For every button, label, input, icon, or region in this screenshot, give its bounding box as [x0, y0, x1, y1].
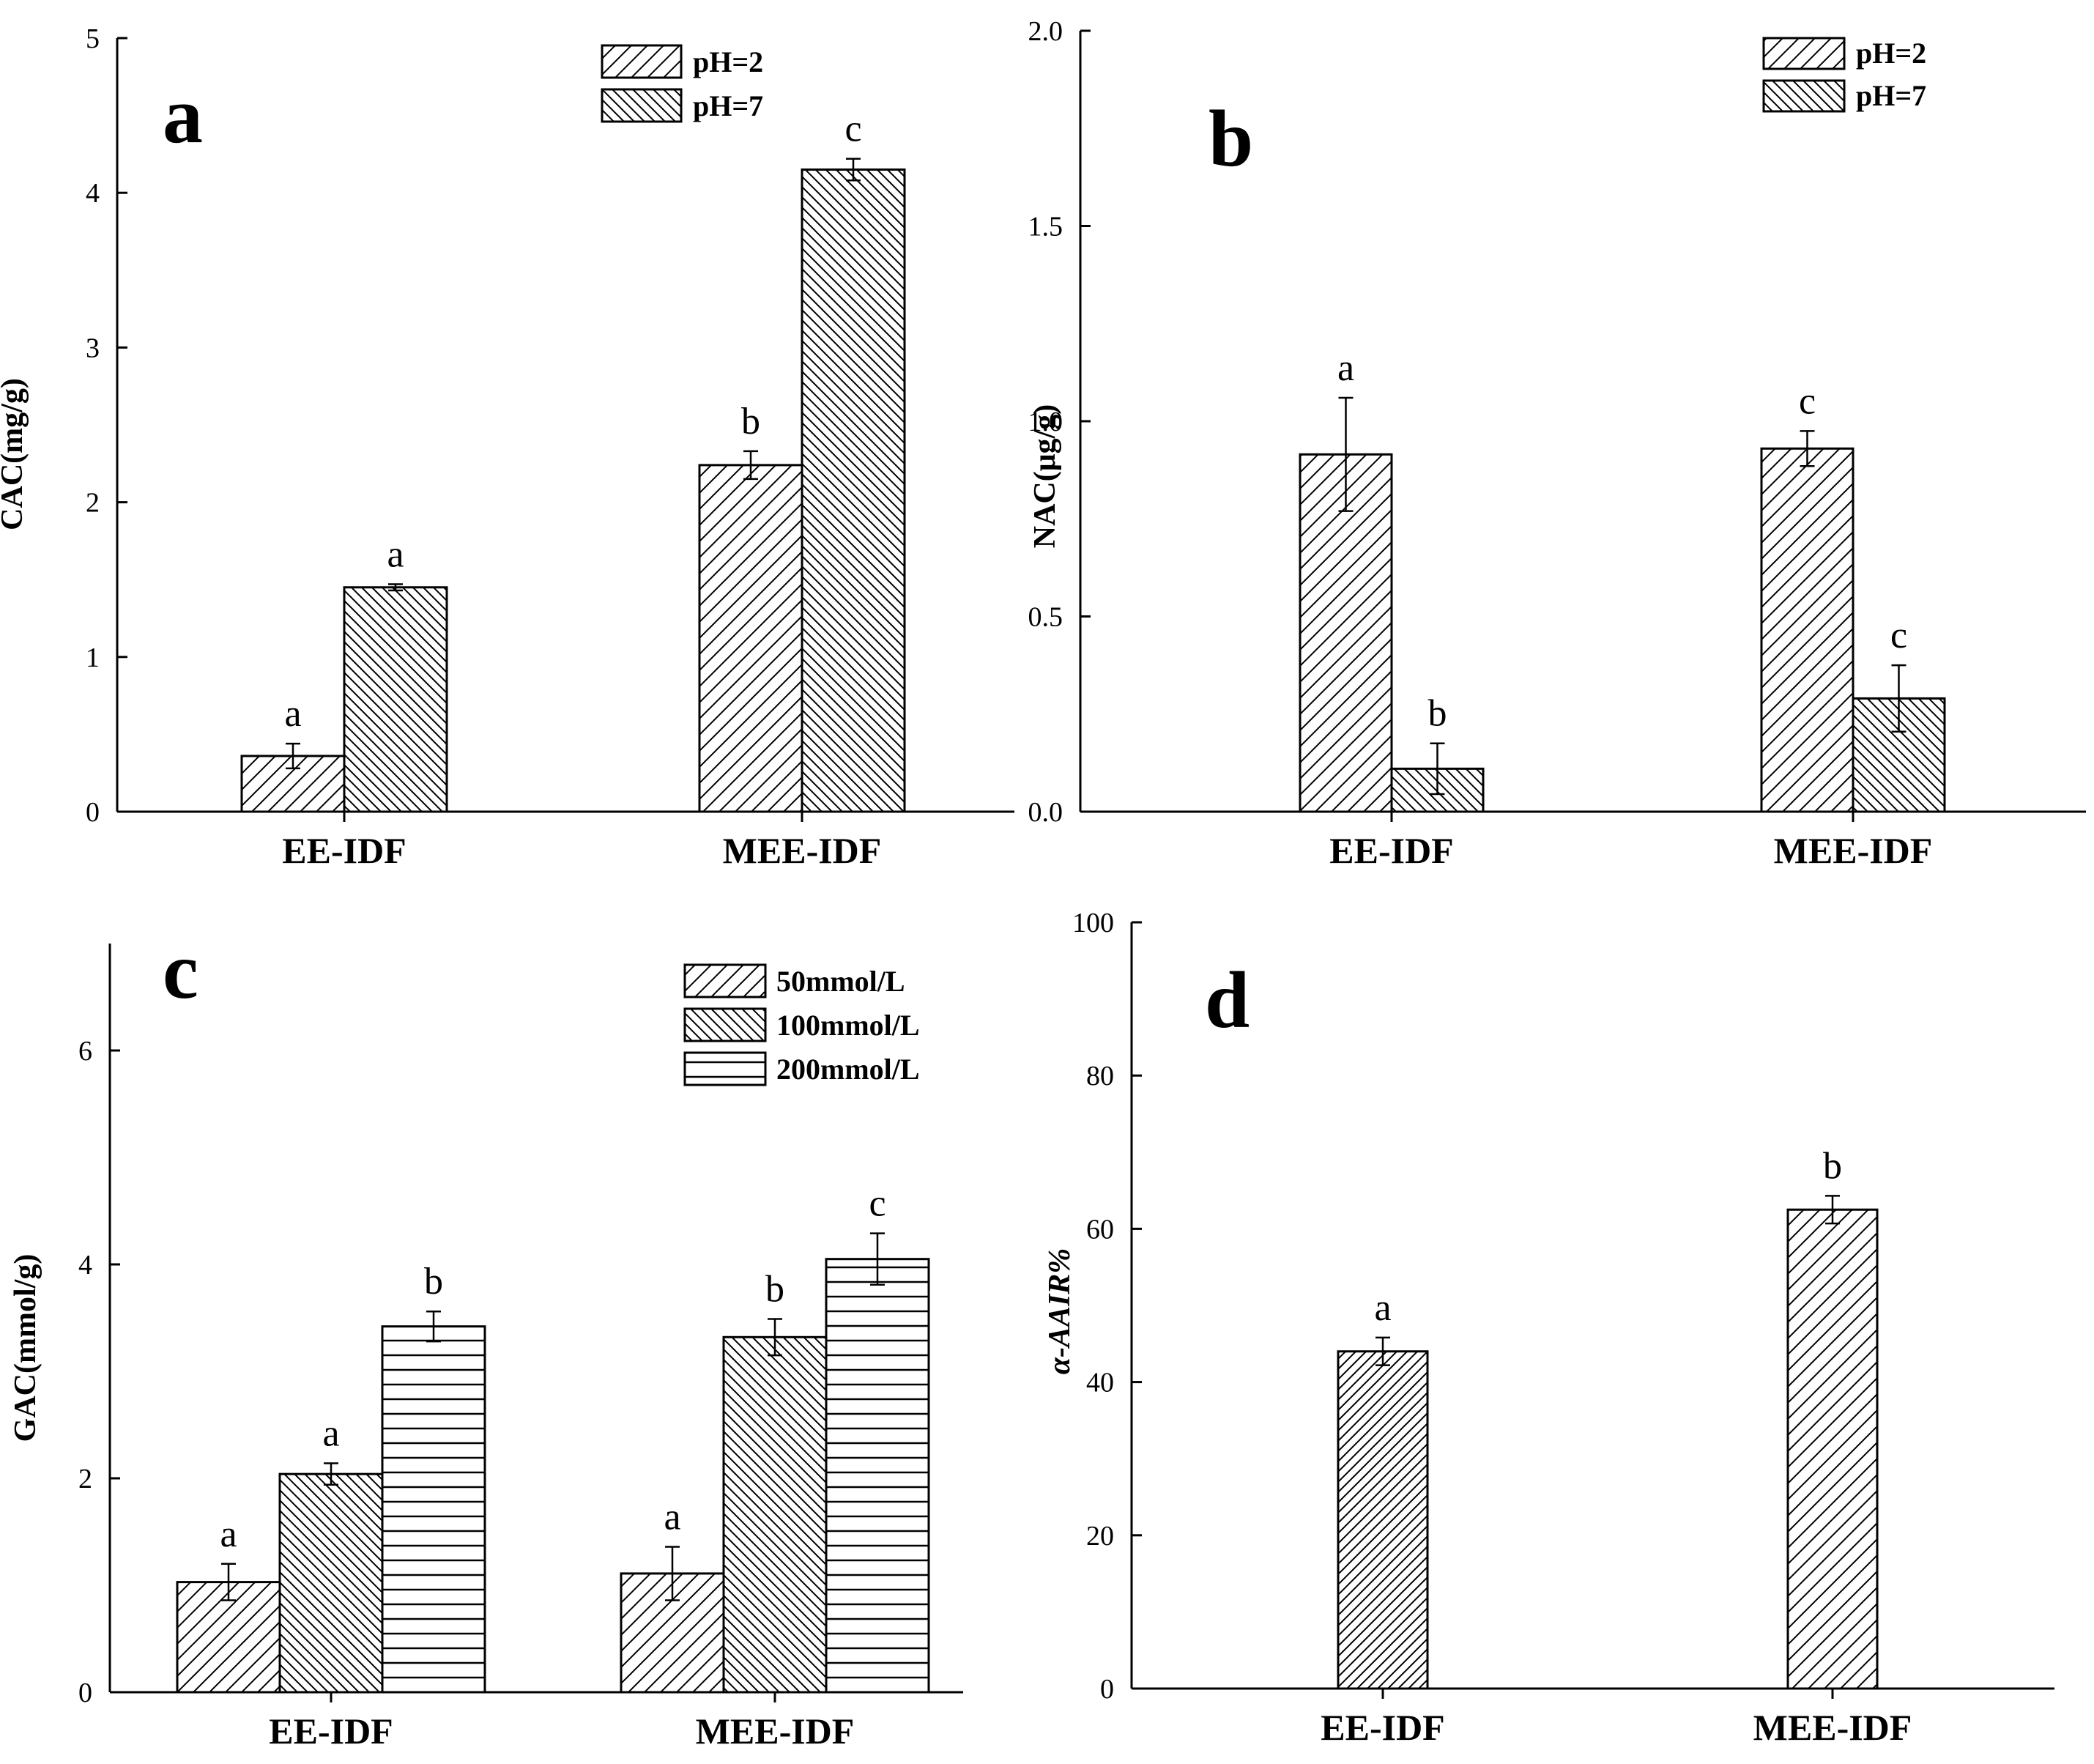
legend-label: 100mmol/L: [776, 1009, 920, 1042]
legend-swatch: [683, 963, 767, 998]
y-tick-label: 2: [86, 488, 100, 519]
y-tick-label: 20: [1086, 1521, 1114, 1552]
y-tick-label: 0: [78, 1678, 92, 1708]
bar: [698, 464, 803, 813]
y-tick-label: 2: [78, 1464, 92, 1494]
bar: [1337, 1350, 1429, 1690]
y-axis-label: GAC(mmol/g): [9, 1254, 42, 1442]
significance-label: a: [387, 534, 404, 576]
y-axis-label: CAC(mg/g): [0, 378, 29, 530]
legend-swatch: [683, 1051, 767, 1086]
panel-b: NAC(μg/g) b 0.0 0.5 1.0 1.5 2.0 EE-IDF MEE-IDF…: [1028, 16, 2086, 871]
significance-label: b: [741, 401, 760, 442]
legend-swatch: [683, 1007, 767, 1042]
x-category-label: MEE-IDF: [1774, 830, 1933, 871]
legend-label: pH=7: [1856, 79, 1926, 112]
significance-label: a: [1337, 347, 1354, 389]
legend-swatch: [1762, 37, 1846, 70]
y-tick-label: 0: [86, 797, 100, 828]
y-tick-label: 5: [86, 23, 100, 54]
significance-label: a: [322, 1413, 339, 1455]
legend-label: 50mmol/L: [776, 965, 905, 998]
y-tick-label: 0.5: [1028, 602, 1063, 633]
panel-letter-b: b: [1208, 94, 1253, 183]
x-category-label: EE-IDF: [1321, 1707, 1444, 1748]
bar: [1299, 453, 1393, 813]
bar: [343, 586, 448, 813]
y-tick-label: 1: [86, 642, 100, 673]
x-category-label: MEE-IDF: [723, 830, 882, 871]
y-tick-label: 1.0: [1028, 407, 1063, 437]
y-tick-label: 0.0: [1028, 797, 1063, 828]
y-tick-label: 1.5: [1028, 212, 1063, 242]
panel-letter-a: a: [163, 70, 203, 160]
panel-c: GAC(mmol/g) c 0 2 4 6 EE-IDF MEE-IDF a a a b b c 50m…: [9, 926, 963, 1752]
significance-label: a: [284, 693, 301, 735]
y-tick-label: 6: [78, 1036, 92, 1067]
y-axis-label: α-AAIR%: [1043, 1248, 1077, 1375]
panel-letter-d: d: [1205, 955, 1250, 1045]
y-tick-label: 40: [1086, 1368, 1114, 1398]
significance-label: a: [220, 1513, 237, 1555]
y-tick-label: 80: [1086, 1061, 1114, 1092]
legend-label: 200mmol/L: [776, 1053, 920, 1086]
significance-label: b: [1823, 1145, 1842, 1187]
y-tick-label: 3: [86, 333, 100, 363]
y-tick-label: 60: [1086, 1214, 1114, 1245]
significance-label: a: [1374, 1287, 1391, 1329]
significance-label: c: [1890, 615, 1907, 656]
panel-a: CAC(mg/g) a 0 1 2 3 4 5 EE-IDF MEE-IDF a b a c pH=2 p…: [0, 23, 1014, 871]
significance-label: c: [869, 1183, 886, 1225]
legend-label: pH=2: [693, 45, 763, 78]
x-category-label: EE-IDF: [1329, 830, 1453, 871]
x-category-label: EE-IDF: [269, 1711, 393, 1752]
x-category-label: MEE-IDF: [1753, 1707, 1912, 1748]
bar: [825, 1258, 930, 1694]
significance-label: b: [765, 1268, 784, 1310]
significance-label: b: [1428, 693, 1447, 735]
y-tick-label: 0: [1100, 1674, 1114, 1705]
y-tick-label: 100: [1072, 908, 1114, 938]
bar: [1786, 1208, 1879, 1690]
y-tick-label: 4: [78, 1250, 92, 1281]
legend-swatch: [601, 44, 683, 79]
legend-swatch: [1762, 79, 1846, 113]
legend-label: pH=2: [1856, 37, 1926, 70]
bar: [722, 1335, 828, 1694]
bar: [381, 1325, 486, 1694]
significance-label: a: [664, 1496, 680, 1538]
significance-label: c: [844, 108, 861, 150]
x-category-label: EE-IDF: [282, 830, 406, 871]
panel-letter-c: c: [163, 926, 198, 1015]
significance-label: b: [424, 1261, 443, 1302]
bar: [278, 1472, 384, 1694]
x-category-label: MEE-IDF: [696, 1711, 855, 1752]
significance-label: c: [1799, 380, 1816, 422]
y-axis-label: NAC(μg/g): [1028, 404, 1062, 548]
panel-d: α-AAIR% d 0 20 40 60 80 100 EE-IDF MEE-IDF a b: [1043, 908, 2054, 1748]
bar: [801, 168, 906, 813]
legend-swatch: [601, 88, 683, 123]
bar: [1760, 447, 1854, 813]
y-tick-label: 4: [86, 178, 100, 209]
y-tick-label: 2.0: [1028, 16, 1063, 47]
legend-label: pH=7: [693, 89, 763, 122]
